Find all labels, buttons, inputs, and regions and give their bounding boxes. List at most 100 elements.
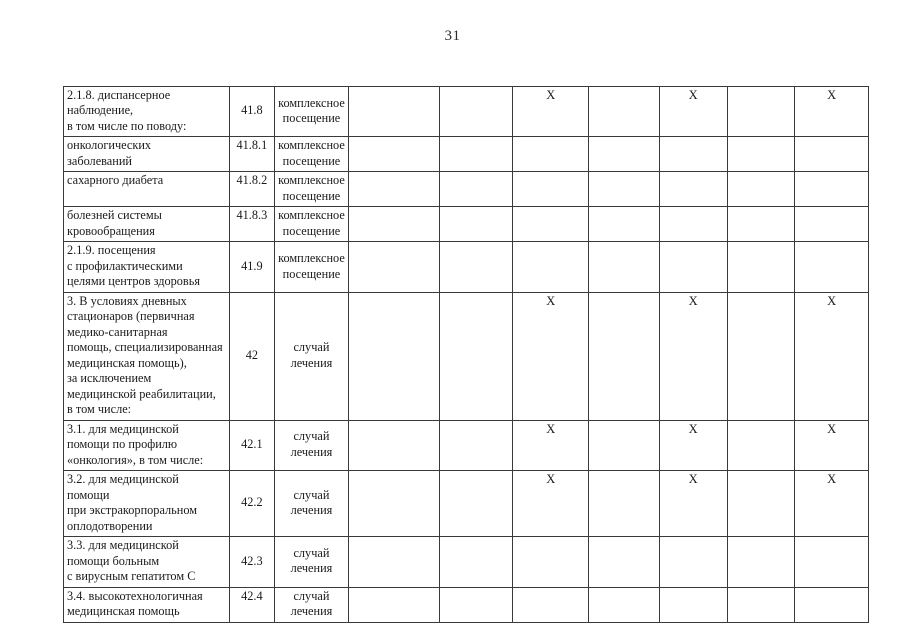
cell-empty bbox=[588, 241, 660, 293]
cell-empty bbox=[588, 470, 660, 538]
cell-empty bbox=[726, 136, 796, 173]
service-name-line: с профилактическими bbox=[67, 258, 183, 273]
cell-empty bbox=[347, 85, 440, 138]
cell-empty bbox=[438, 171, 514, 208]
table-row: онкологических заболеваний 41.8.1 комплексн… bbox=[63, 136, 869, 173]
measure-unit-line: посещение bbox=[282, 111, 341, 126]
measure-unit-line: лечения bbox=[290, 444, 333, 459]
cell-empty bbox=[658, 206, 728, 243]
cell-empty bbox=[438, 536, 514, 588]
measure-unit-line: лечения bbox=[290, 355, 333, 370]
cell-service-name: 3.2. для медицинской помощи при экстракорп… bbox=[63, 470, 230, 538]
cell-empty bbox=[347, 206, 440, 243]
cell-empty bbox=[794, 536, 869, 588]
table-row: 3.2. для медицинской помощи при экстракорп… bbox=[63, 470, 869, 538]
cell-empty bbox=[588, 586, 660, 623]
cell-empty bbox=[512, 206, 590, 243]
cell-empty bbox=[347, 419, 440, 472]
cell-empty bbox=[512, 241, 590, 293]
cell-empty bbox=[588, 136, 660, 173]
table-container: 2.1.8. диспансерное наблюдение, в том числ… bbox=[63, 85, 869, 623]
cell-service-name: онкологических заболеваний bbox=[63, 136, 230, 173]
measure-unit-line: комплексное bbox=[278, 138, 345, 153]
cell-measure-unit: комплексное посещение bbox=[274, 85, 349, 138]
cell-mark-x: X bbox=[794, 470, 869, 538]
cell-mark-x: X bbox=[658, 470, 728, 538]
cell-empty bbox=[438, 419, 514, 472]
cell-empty bbox=[438, 586, 514, 623]
cell-service-code: 42.1 bbox=[228, 419, 276, 472]
cell-mark-x: X bbox=[512, 85, 590, 138]
table-body: 2.1.8. диспансерное наблюдение, в том числ… bbox=[63, 85, 869, 623]
cell-service-code: 41.8.3 bbox=[228, 206, 276, 243]
measure-unit-line: посещение bbox=[282, 223, 341, 238]
cell-service-name: 3.1. для медицинской помощи по профилю «он… bbox=[63, 419, 230, 472]
cell-service-code: 42.3 bbox=[228, 536, 276, 588]
measure-unit-line: посещение bbox=[282, 153, 341, 168]
cell-empty bbox=[347, 470, 440, 538]
cell-measure-unit: случай лечения bbox=[274, 291, 349, 421]
service-name-line: помощи больным bbox=[67, 553, 160, 568]
service-name-line: в том числе по поводу: bbox=[67, 118, 187, 133]
cell-empty bbox=[438, 206, 514, 243]
cell-empty bbox=[726, 536, 796, 588]
cell-measure-unit: случай лечения bbox=[274, 470, 349, 538]
service-name-line: помощи по профилю bbox=[67, 437, 178, 452]
table-row: болезней системы кровообращения 41.8.3 комп… bbox=[63, 206, 869, 243]
service-name-line: при экстракорпоральном bbox=[67, 503, 198, 518]
cell-mark-x: X bbox=[658, 85, 728, 138]
cell-empty bbox=[438, 136, 514, 173]
service-name-line: целями центров здоровья bbox=[67, 274, 200, 289]
cell-service-code: 41.9 bbox=[228, 241, 276, 293]
cell-empty bbox=[588, 206, 660, 243]
cell-empty bbox=[726, 470, 796, 538]
service-name-line: сахарного диабета bbox=[67, 173, 164, 188]
cell-empty bbox=[588, 536, 660, 588]
table-row: 2.1.8. диспансерное наблюдение, в том числ… bbox=[63, 85, 869, 138]
cell-empty bbox=[726, 85, 796, 138]
cell-empty bbox=[726, 419, 796, 472]
cell-empty bbox=[588, 419, 660, 472]
cell-mark-x: X bbox=[512, 419, 590, 472]
cell-measure-unit: случай лечения bbox=[274, 419, 349, 472]
service-name-line: оплодотворении bbox=[67, 518, 153, 533]
service-name-line: стационаров (первичная bbox=[67, 309, 195, 324]
cell-empty bbox=[726, 206, 796, 243]
cell-empty bbox=[347, 586, 440, 623]
cell-empty bbox=[438, 241, 514, 293]
measure-unit-line: случай bbox=[293, 588, 330, 603]
page-number: 31 bbox=[444, 28, 461, 44]
service-name-line: медико-санитарная bbox=[67, 324, 168, 339]
cell-empty bbox=[588, 85, 660, 138]
service-name-line: болезней системы bbox=[67, 208, 162, 223]
cell-empty bbox=[438, 291, 514, 421]
cell-measure-unit: случай лечения bbox=[274, 536, 349, 588]
cell-empty bbox=[512, 136, 590, 173]
cell-empty bbox=[347, 171, 440, 208]
cell-empty bbox=[794, 136, 869, 173]
service-name-line: наблюдение, bbox=[67, 103, 134, 118]
cell-measure-unit: комплексное посещение bbox=[274, 136, 349, 173]
measure-unit-line: случай bbox=[293, 340, 330, 355]
cell-empty bbox=[794, 206, 869, 243]
cell-empty bbox=[438, 470, 514, 538]
service-name-line: медицинская помощь), bbox=[67, 355, 187, 370]
cell-empty bbox=[512, 536, 590, 588]
service-volumes-table: 2.1.8. диспансерное наблюдение, в том числ… bbox=[63, 85, 869, 623]
measure-unit-line: случай bbox=[293, 545, 330, 560]
cell-service-code: 41.8.2 bbox=[228, 171, 276, 208]
cell-empty bbox=[347, 241, 440, 293]
cell-empty bbox=[658, 586, 728, 623]
measure-unit-line: комплексное bbox=[278, 173, 345, 188]
table-row: 2.1.9. посещения с профилактическими целям… bbox=[63, 241, 869, 293]
cell-mark-x: X bbox=[794, 419, 869, 472]
cell-service-code: 42 bbox=[228, 291, 276, 421]
cell-empty bbox=[512, 171, 590, 208]
cell-empty bbox=[347, 291, 440, 421]
service-name-line: помощи bbox=[67, 487, 110, 502]
cell-empty bbox=[438, 85, 514, 138]
service-name-line: 3.3. для медицинской bbox=[67, 538, 179, 553]
measure-unit-line: посещение bbox=[282, 266, 341, 281]
cell-empty bbox=[512, 586, 590, 623]
service-name-line: кровообращения bbox=[67, 223, 155, 238]
